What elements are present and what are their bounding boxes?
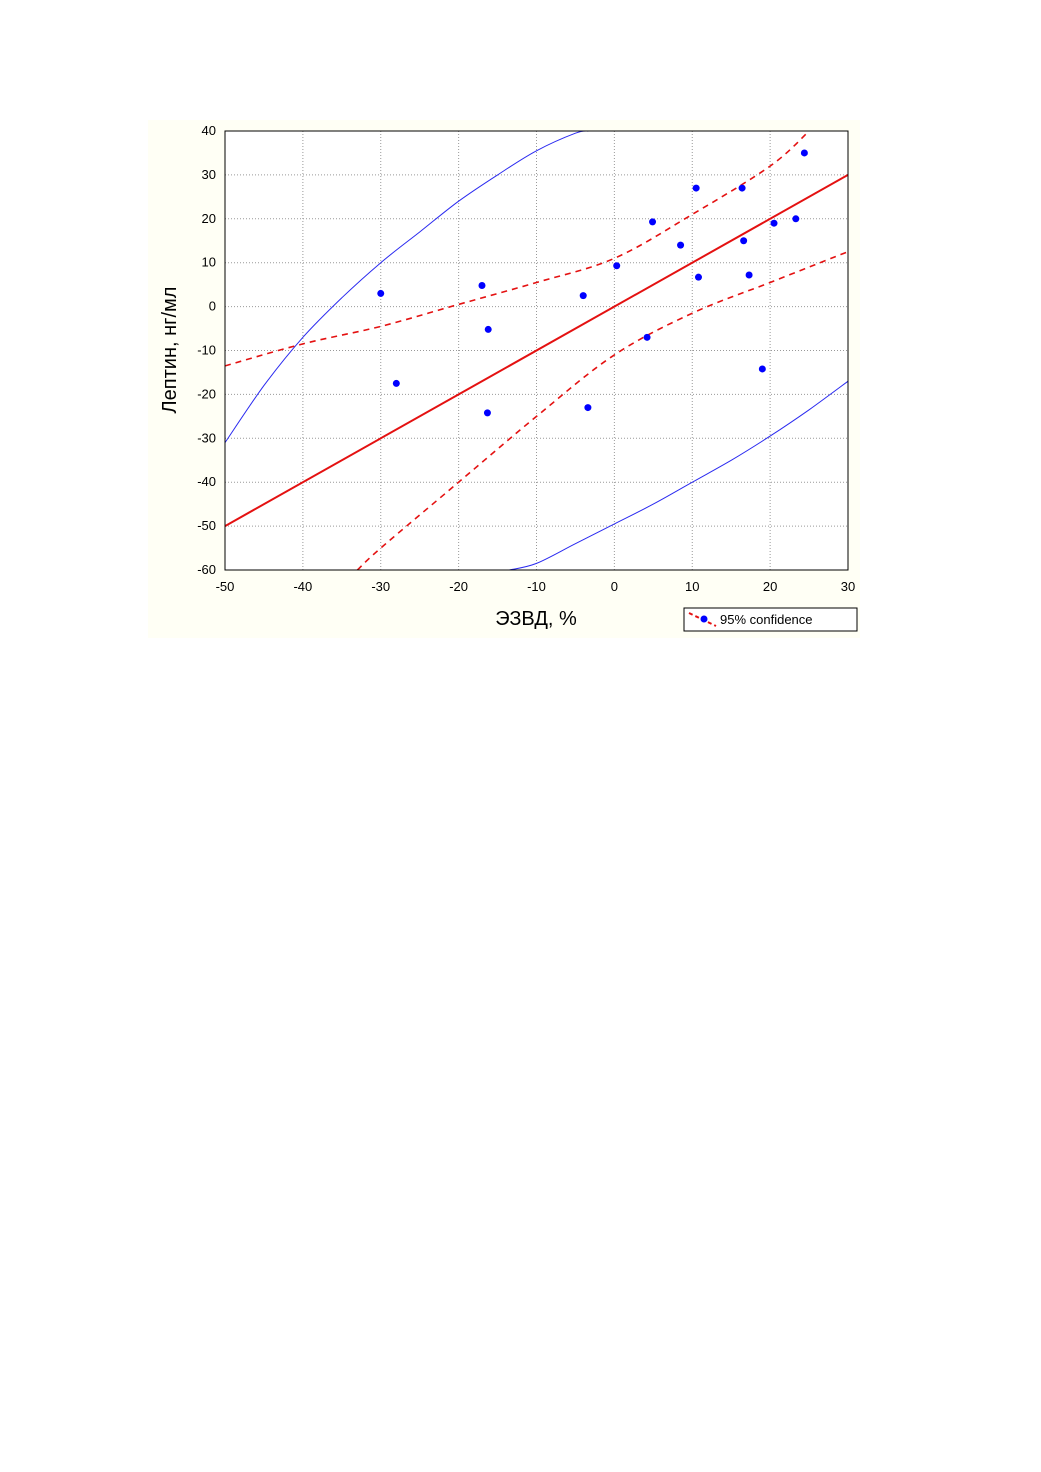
x-tick-label: -20	[449, 579, 468, 594]
prediction-band-upper	[225, 131, 589, 443]
y-tick-label: -20	[197, 386, 216, 401]
data-point	[579, 292, 587, 300]
legend-label: 95% confidence	[720, 612, 813, 627]
data-point	[377, 289, 385, 297]
data-point	[792, 215, 800, 223]
y-axis-title: Лептин, нг/мл	[159, 287, 181, 414]
data-point	[740, 237, 748, 245]
x-tick-label: -10	[527, 579, 546, 594]
x-axis-title: ЭЗВД, %	[495, 608, 577, 630]
data-point	[584, 404, 592, 412]
y-tick-labels: 40 30 20 10 0 -10 -20 -30 -40 -50 -60	[197, 123, 216, 577]
data-point	[694, 273, 702, 281]
y-tick-label: 10	[202, 255, 216, 270]
data-point	[800, 149, 808, 157]
x-tick-label: 10	[685, 579, 699, 594]
y-tick-label: -50	[197, 518, 216, 533]
data-point	[483, 409, 491, 417]
plot-frame	[224, 130, 849, 571]
x-tick-label: -40	[293, 579, 312, 594]
legend-box	[683, 607, 858, 632]
x-tick-labels: -50 -40 -30 -20 -10 0 10 20 30	[216, 579, 856, 594]
y-tick-label: 0	[209, 299, 216, 314]
data-point	[643, 333, 651, 341]
confidence-band-lower	[356, 250, 848, 570]
y-tick-label: 40	[202, 123, 216, 138]
x-tick-label: 0	[611, 579, 618, 594]
data-points	[377, 149, 808, 417]
y-tick-label: -60	[197, 562, 216, 577]
data-point	[649, 218, 657, 226]
x-tick-label: -50	[216, 579, 235, 594]
data-point	[758, 365, 766, 373]
data-point	[392, 379, 400, 387]
prediction-band-lower	[509, 380, 848, 570]
x-tick-label: 30	[841, 579, 855, 594]
data-point	[478, 282, 486, 290]
data-point	[613, 262, 621, 270]
data-point	[745, 271, 753, 279]
y-tick-label: -10	[197, 343, 216, 358]
regression-line	[225, 174, 848, 527]
y-tick-label: -30	[197, 430, 216, 445]
legend: 95% confidence	[683, 607, 858, 632]
x-tick-label: -30	[371, 579, 390, 594]
data-point	[738, 184, 746, 192]
data-point	[484, 325, 492, 333]
y-tick-label: -40	[197, 474, 216, 489]
x-tick-label: 20	[763, 579, 777, 594]
y-tick-label: 20	[202, 211, 216, 226]
y-tick-label: 30	[202, 167, 216, 182]
grid	[225, 131, 848, 570]
legend-point-swatch	[700, 615, 708, 623]
data-point	[692, 184, 700, 192]
data-point	[677, 241, 685, 249]
data-point	[770, 219, 778, 227]
